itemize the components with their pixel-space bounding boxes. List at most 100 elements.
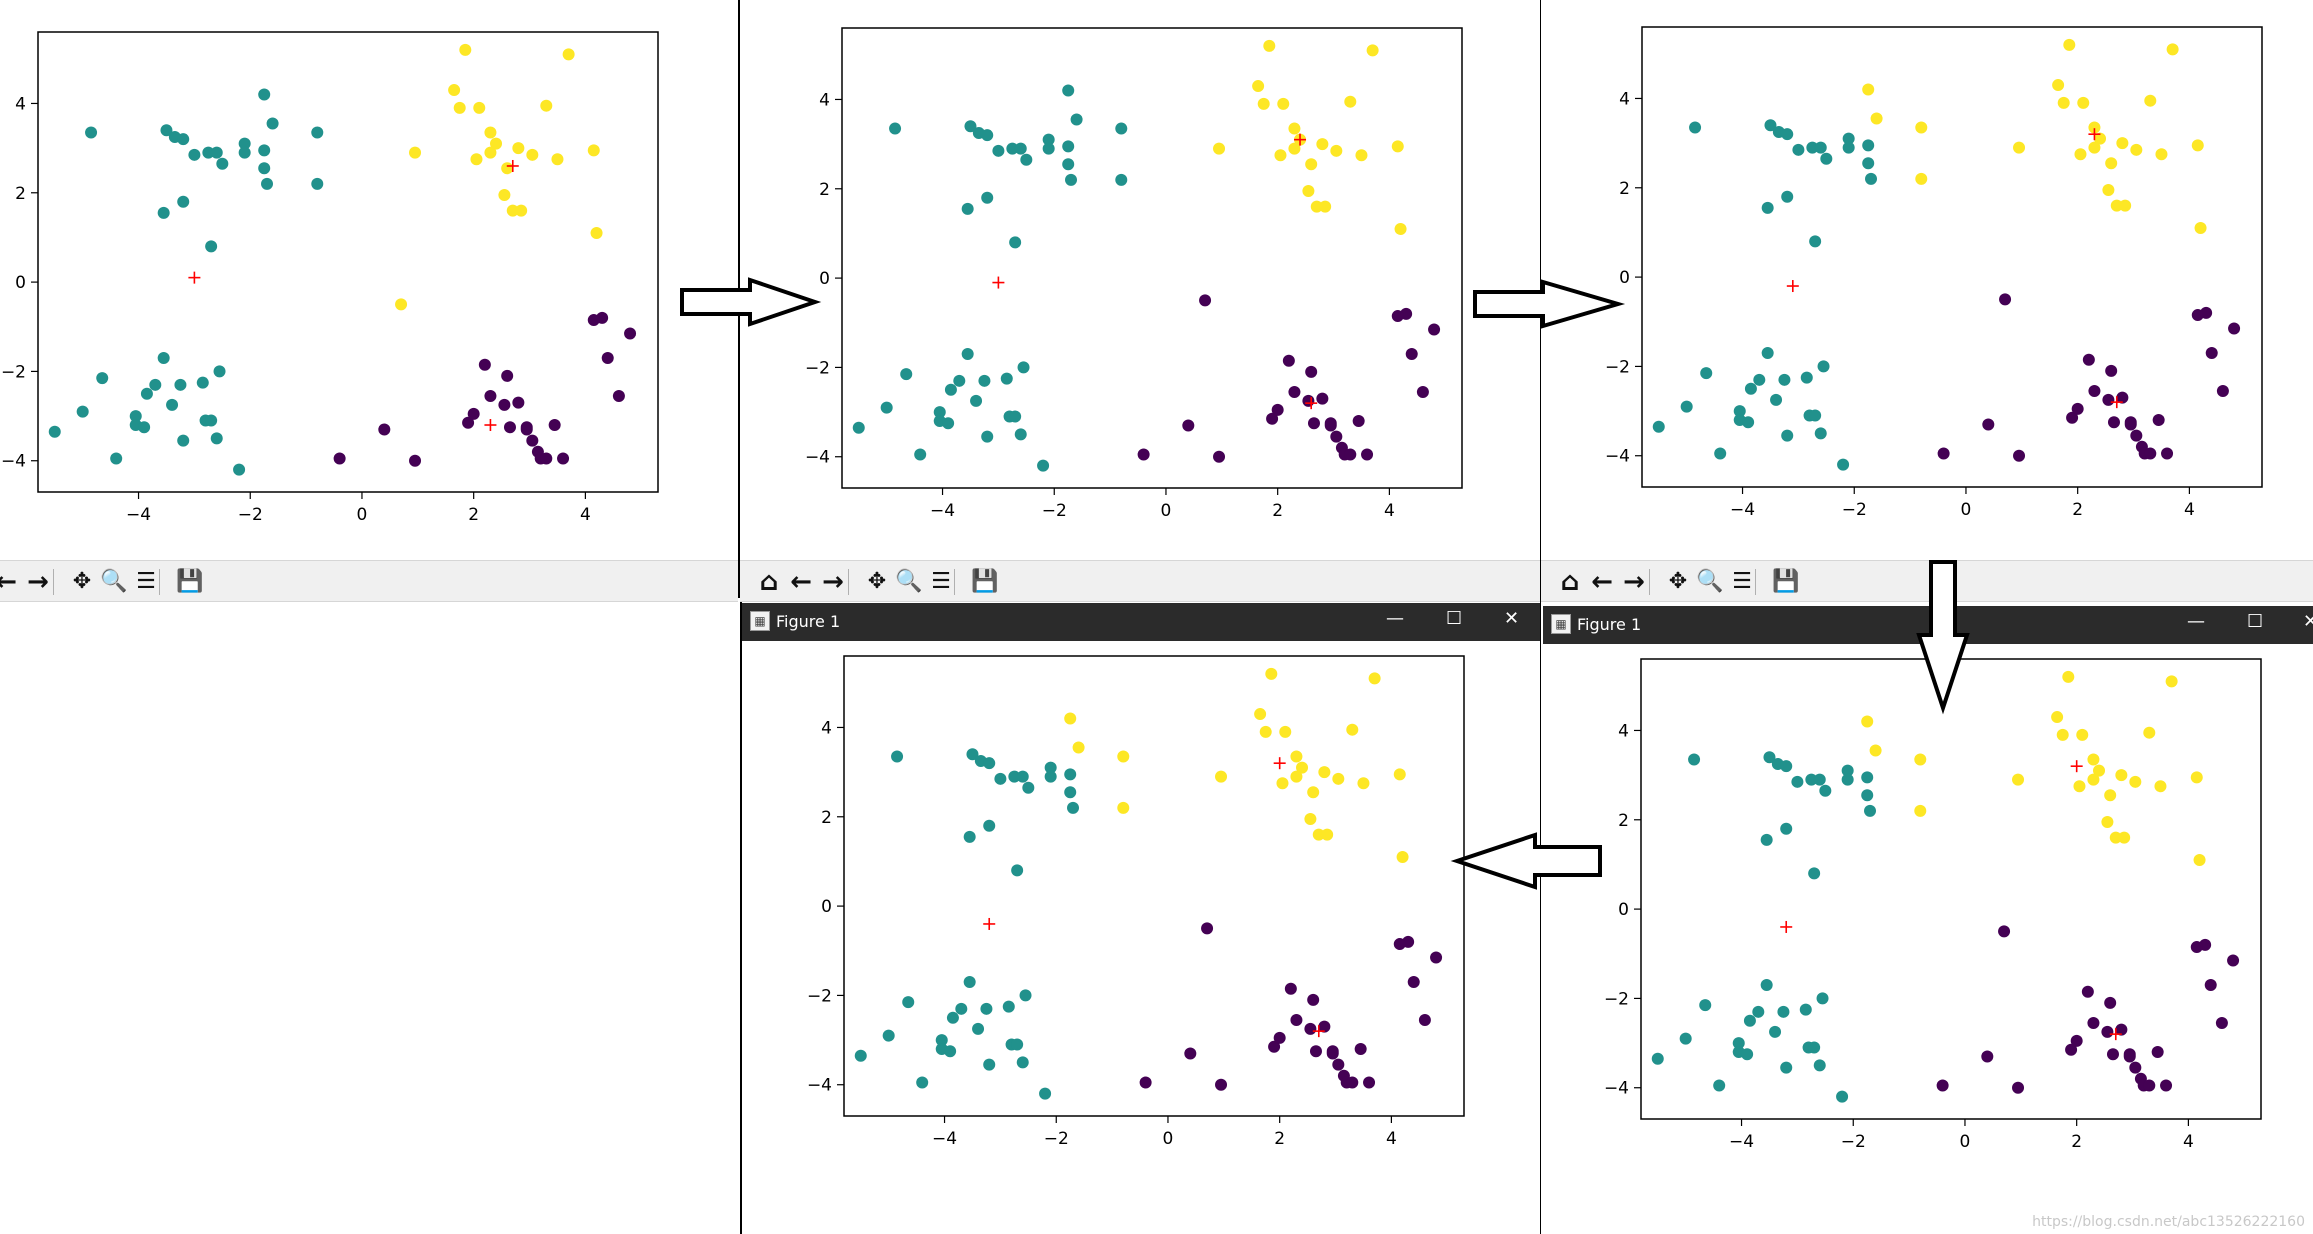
minimize-icon[interactable]: —: [2187, 611, 2205, 632]
data-point: [1781, 190, 1794, 203]
data-point: [2104, 996, 2117, 1009]
data-point: [1182, 419, 1195, 432]
data-point: [2118, 831, 2131, 844]
data-point: [1780, 760, 1793, 773]
data-point: [1869, 744, 1882, 757]
data-point: [854, 1049, 867, 1062]
close-icon[interactable]: ✕: [1504, 608, 1520, 629]
pan-button[interactable]: ✥: [72, 569, 92, 594]
data-point: [378, 423, 391, 436]
centroid-marker: [1786, 280, 1799, 293]
data-point: [1011, 1038, 1024, 1051]
data-point: [1307, 993, 1320, 1006]
data-point: [1213, 450, 1226, 463]
window-divider: [1540, 0, 1541, 1234]
zoom-button[interactable]: 🔍: [895, 569, 923, 594]
data-point: [587, 314, 600, 327]
back-button[interactable]: ←: [1591, 567, 1613, 597]
data-point: [490, 137, 503, 150]
maximize-icon[interactable]: ☐: [2247, 611, 2264, 632]
x-tick-label: 2: [1274, 1129, 1285, 1149]
data-point: [2191, 139, 2204, 152]
minimize-icon[interactable]: —: [1386, 608, 1404, 629]
data-point: [1039, 1087, 1052, 1100]
maximize-icon[interactable]: ☐: [1446, 608, 1463, 629]
data-point: [852, 421, 865, 434]
data-point: [981, 129, 994, 142]
zoom-button[interactable]: 🔍: [100, 569, 128, 594]
home-button[interactable]: ⌂: [759, 567, 779, 597]
configure-subplots-button[interactable]: ☰: [1732, 569, 1752, 594]
data-point: [96, 372, 109, 385]
back-button[interactable]: ←: [790, 567, 812, 597]
data-point: [1999, 293, 2012, 306]
save-button[interactable]: 💾: [176, 569, 204, 594]
data-point: [1780, 822, 1793, 835]
data-point: [966, 748, 979, 761]
zoom-button[interactable]: 🔍: [1696, 569, 1724, 594]
data-point: [213, 365, 226, 378]
data-point: [1837, 458, 1850, 471]
data-point: [1361, 448, 1374, 461]
data-point: [1042, 133, 1055, 146]
configure-subplots-button[interactable]: ☰: [931, 569, 951, 594]
data-point: [540, 99, 553, 112]
data-point: [2106, 1048, 2119, 1061]
close-icon[interactable]: ✕: [2303, 611, 2313, 632]
forward-button[interactable]: →: [1623, 567, 1645, 597]
data-point: [2101, 816, 2114, 829]
data-point: [981, 191, 994, 204]
data-point: [2143, 726, 2156, 739]
save-button[interactable]: 💾: [1772, 569, 1800, 594]
x-tick-label: −2: [1841, 1132, 1866, 1152]
data-point: [1763, 751, 1776, 764]
data-point: [2107, 416, 2120, 429]
data-point: [1318, 1020, 1331, 1033]
data-point: [1820, 152, 1833, 165]
forward-button[interactable]: →: [27, 567, 49, 597]
forward-button[interactable]: →: [822, 567, 844, 597]
data-point: [562, 48, 575, 61]
data-point: [2129, 775, 2142, 788]
data-point: [2190, 941, 2203, 954]
toolbar: ⌂←→✥🔍☰💾: [0, 560, 738, 602]
y-tick-label: −4: [1605, 447, 1630, 467]
data-point: [140, 387, 153, 400]
configure-subplots-button[interactable]: ☰: [136, 569, 156, 594]
y-tick-label: 2: [819, 180, 830, 200]
data-point: [1215, 770, 1228, 783]
data-point: [2204, 979, 2217, 992]
data-point: [512, 396, 525, 409]
data-point: [1290, 770, 1303, 783]
data-point: [2130, 143, 2143, 156]
data-point: [2155, 148, 2168, 161]
data-point: [2130, 429, 2143, 442]
data-point: [1263, 39, 1276, 52]
data-point: [501, 162, 514, 175]
data-point: [409, 454, 422, 467]
data-point: [110, 452, 123, 465]
data-point: [1307, 786, 1320, 799]
data-point: [1324, 419, 1337, 432]
data-point: [961, 202, 974, 215]
data-point: [2116, 391, 2129, 404]
back-button[interactable]: ←: [0, 567, 17, 597]
data-point: [129, 410, 142, 423]
data-point: [902, 996, 915, 1009]
home-button[interactable]: ⌂: [1560, 567, 1580, 597]
save-button[interactable]: 💾: [971, 569, 999, 594]
y-tick-label: −2: [1604, 989, 1629, 1009]
figure-titlebar[interactable]: ▦ Figure 1 — ☐ ✕: [742, 603, 1540, 641]
pan-button[interactable]: ✥: [1668, 569, 1688, 594]
data-point: [1806, 141, 1819, 154]
data-point: [2065, 1043, 2078, 1056]
data-point: [2152, 414, 2165, 427]
pan-button[interactable]: ✥: [867, 569, 887, 594]
data-point: [1006, 142, 1019, 155]
data-point: [1769, 1025, 1782, 1038]
data-point: [1781, 429, 1794, 442]
data-point: [1062, 140, 1075, 153]
data-point: [1391, 140, 1404, 153]
data-point: [1265, 667, 1278, 680]
data-point: [1418, 1013, 1431, 1026]
